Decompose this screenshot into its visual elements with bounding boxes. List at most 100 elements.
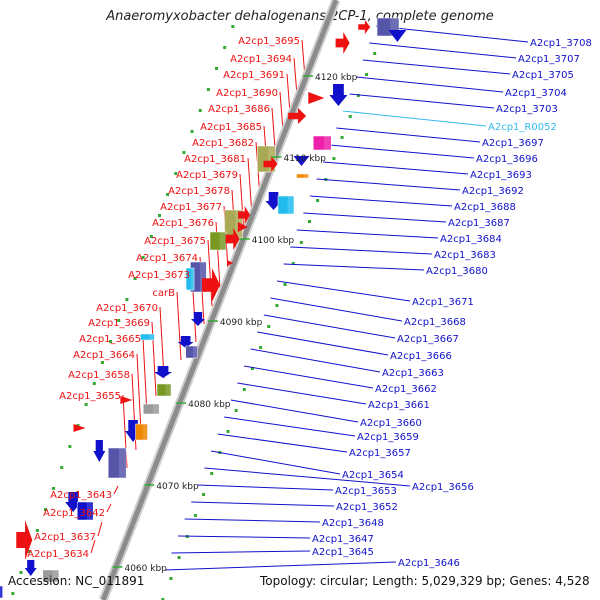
gene-triangle-right: [120, 396, 133, 404]
connector-left: [136, 353, 142, 433]
gene-label-right: A2cp1_3662: [375, 384, 437, 395]
gene-box: [107, 447, 127, 479]
scale-label: 4060 kbp: [124, 564, 167, 574]
gene-label-right: A2cp1_3693: [470, 170, 532, 181]
connector-right: [375, 25, 529, 43]
tick-dot: [316, 199, 320, 202]
tick-dot: [365, 73, 369, 76]
gene-label-left: A2cp1_3669: [88, 318, 150, 329]
gene-box-shade: [165, 384, 172, 396]
gene-box-shade: [148, 334, 155, 340]
gene-label-left: A2cp1_3691: [223, 70, 285, 81]
gene-triangle-right: [308, 92, 325, 104]
gene-label-right: A2cp1_3671: [412, 297, 474, 308]
gene-box-shade: [190, 268, 195, 290]
connector-left: [90, 539, 96, 554]
scale-label: 4070 kbp: [156, 482, 199, 492]
tick-dot: [109, 340, 113, 343]
connector-right: [237, 382, 367, 405]
tick-dot: [117, 319, 121, 322]
gene-label-left: A2cp1_3695: [238, 36, 300, 47]
tick-dot: [206, 88, 210, 91]
gene-triangle-down: [293, 156, 310, 166]
connector-right: [342, 110, 487, 127]
gene-label-left: A2cp1_3642: [43, 508, 105, 519]
tick-dot: [149, 235, 153, 238]
gene-label-right: A2cp1_3654: [342, 470, 404, 481]
gene-label-right: A2cp1_3661: [368, 400, 430, 411]
connector-right: [191, 501, 335, 507]
connector-right: [204, 467, 411, 487]
connector-right: [263, 314, 396, 339]
tick-dot: [242, 388, 246, 391]
gene-labels: A2cp1_3695 A2cp1_3694 A2cp1_3691 A2cp1_3690…: [27, 36, 592, 569]
gene-label-right: A2cp1_3687: [448, 218, 510, 229]
tick-dot: [340, 136, 344, 139]
connector-right: [303, 212, 447, 223]
connector-right: [369, 42, 517, 59]
genome-backbone: [99, 0, 341, 600]
connector-right: [184, 518, 321, 523]
tick-dot: [198, 109, 202, 112]
gene-label-right: A2cp1_3696: [476, 154, 538, 165]
connector-right: [270, 297, 403, 322]
gene-label-right: A2cp1_3707: [518, 54, 580, 65]
gene-label-right: A2cp1_3703: [496, 104, 558, 115]
gene-box: [0, 585, 3, 599]
connector-right: [309, 195, 453, 207]
gene-label-left: A2cp1_3679: [176, 170, 238, 181]
tick-dot: [177, 556, 181, 559]
gene-label-right: A2cp1_3653: [335, 486, 397, 497]
scale-label: 4080 kbp: [188, 400, 231, 410]
gene-box: [296, 173, 309, 179]
gene-arrow-right: [238, 206, 251, 224]
connector-right: [230, 399, 359, 423]
gene-label-right: A2cp1_3705: [512, 70, 574, 81]
gene-arrow-down: [154, 366, 173, 378]
gene-label-right: A2cp1_3697: [482, 138, 544, 149]
gene-box: [135, 423, 148, 441]
gene-box-shade: [118, 448, 127, 478]
gene-box: [277, 195, 295, 215]
gene-label-right: A2cp1_3646: [398, 558, 460, 569]
tick-dot: [169, 577, 173, 580]
connector-right: [329, 144, 475, 159]
gene-box-shade: [390, 18, 400, 36]
tick-dot: [27, 550, 31, 553]
tick-dot: [259, 346, 263, 349]
gene-box-shade: [0, 586, 3, 598]
gene-label-left: A2cp1_3694: [230, 54, 292, 65]
gene-arrow-right: [358, 20, 371, 34]
gene-box-shade: [152, 404, 160, 414]
tick-dot: [157, 214, 161, 217]
gene-label-left: A2cp1_3677: [160, 202, 222, 213]
tick-dot: [373, 52, 377, 55]
gene-box: [185, 345, 199, 359]
gene-label-left: A2cp1_3637: [34, 532, 96, 543]
gene-box: [185, 267, 195, 291]
connector-left: [207, 239, 213, 307]
connector-right: [224, 416, 356, 437]
tick-dot: [348, 115, 352, 118]
tick-dot: [182, 151, 186, 154]
gene-box-shade: [192, 346, 198, 358]
tick-dot: [275, 304, 279, 307]
connector-right: [362, 59, 511, 75]
gene-arrow-down: [190, 312, 205, 326]
gene-arrow-down: [177, 336, 194, 348]
gene-triangle-down: [388, 30, 407, 42]
gene-label-left: A2cp1_3664: [73, 350, 135, 361]
gene-box-shade: [219, 232, 227, 250]
connector-right: [210, 450, 341, 475]
gene-box: [76, 501, 94, 521]
gene-label-right: A2cp1_3668: [404, 317, 466, 328]
gene-label-left: A2cp1_3681: [184, 154, 246, 165]
gene-label-left: A2cp1_3673: [128, 270, 190, 281]
gene-label-left: A2cp1_3690: [216, 88, 278, 99]
gene-label-right: A2cp1_3657: [349, 448, 411, 459]
gene-label-right: A2cp1_3666: [390, 351, 452, 362]
scale-labels: 4120 kbp 4110 kbp 4100 kbp 4090 kbp 4080 kbp…: [112, 73, 358, 574]
gene-label-left: A2cp1_3674: [136, 253, 198, 264]
tick-dot: [193, 514, 197, 517]
